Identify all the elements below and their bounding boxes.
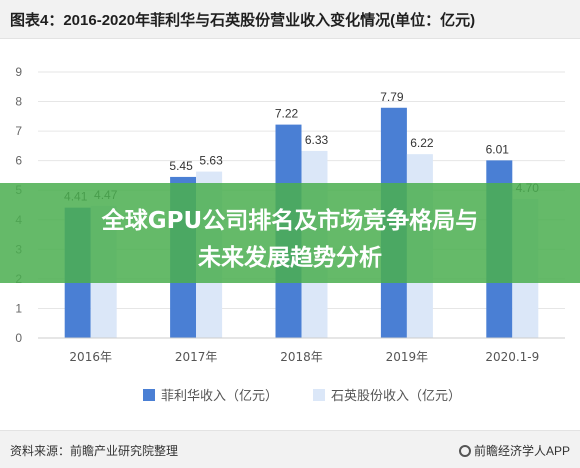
y-tick-label: 8	[15, 95, 22, 109]
y-tick-label: 9	[15, 65, 22, 79]
legend-swatch-series1	[143, 389, 155, 401]
legend-item-series1: 菲利华收入（亿元）	[143, 385, 278, 404]
data-label: 7.22	[275, 107, 299, 121]
y-tick-label: 0	[15, 331, 22, 345]
legend-label-series2: 石英股份收入（亿元）	[331, 388, 462, 403]
data-label: 6.22	[410, 136, 434, 150]
legend-label-series1: 菲利华收入（亿元）	[161, 388, 279, 403]
chart-footer: 资料来源：前瞻产业研究院整理 前瞻经济学人APP	[0, 430, 580, 468]
y-tick-label: 6	[15, 154, 22, 168]
banner-title-line1: 全球GPU公司排名及市场竞争格局与	[101, 208, 479, 234]
brand-name: 前瞻经济学人APP	[473, 444, 570, 458]
legend-swatch-series2	[313, 389, 325, 401]
data-label: 6.01	[486, 142, 510, 156]
legend-item-series2: 石英股份收入（亿元）	[313, 385, 461, 404]
x-tick-label: 2016年	[69, 350, 112, 364]
data-label: 5.63	[199, 154, 223, 168]
brand-logo-icon	[458, 445, 471, 457]
data-label: 5.45	[169, 159, 193, 173]
y-tick-label: 1	[15, 301, 22, 315]
x-tick-label: 2018年	[280, 350, 323, 364]
article-banner: 全球GPU公司排名及市场竞争格局与 未来发展趋势分析	[0, 183, 580, 283]
x-tick-label: 2019年	[386, 350, 429, 364]
chart-legend: 菲利华收入（亿元） 石英股份收入（亿元）	[0, 385, 580, 404]
chart-title-bar: 图表4：2016-2020年菲利华与石英股份营业收入变化情况(单位：亿元)	[0, 0, 580, 39]
x-tick-label: 2020.1-9	[485, 350, 539, 364]
data-label: 6.33	[305, 133, 329, 147]
data-label: 7.79	[380, 90, 404, 104]
x-tick-label: 2017年	[175, 350, 218, 364]
data-source: 资料来源：前瞻产业研究院整理	[10, 444, 179, 458]
y-tick-label: 7	[15, 124, 22, 138]
brand-credit: 前瞻经济学人APP	[458, 442, 570, 459]
chart-title: 图表4：2016-2020年菲利华与石英股份营业收入变化情况(单位：亿元)	[10, 12, 476, 29]
banner-title-line2: 未来发展趋势分析	[198, 245, 382, 271]
